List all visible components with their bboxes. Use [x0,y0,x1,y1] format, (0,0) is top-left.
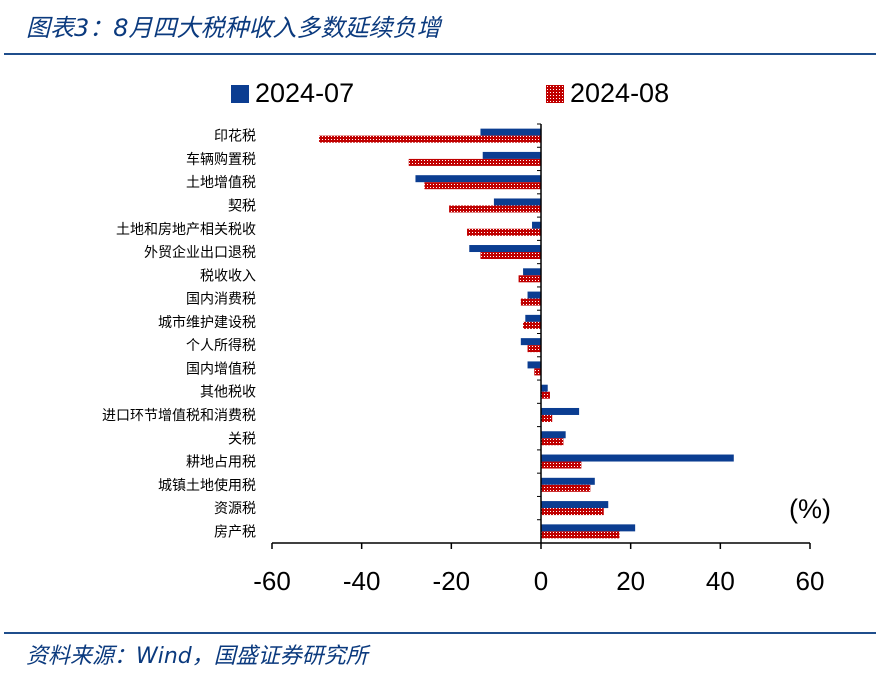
bar-series1-13 [541,431,566,439]
bar-series1-8 [525,314,541,322]
legend-label-series1: 2024-07 [255,78,355,108]
category-label: 城镇土地使用税 [158,477,256,494]
legend-label-series2: 2024-08 [570,78,670,108]
top-divider [4,53,876,55]
bar-series2-17 [541,531,620,539]
legend-item-series1: 2024-07 [231,78,354,109]
bar-series2-3 [449,205,541,213]
legend-item-series2: 2024-08 [546,78,669,109]
x-tick-label: 20 [616,566,645,596]
category-label: 城市维护建设税 [158,314,256,331]
bar-series1-3 [493,198,541,206]
bar-series1-4 [532,221,541,229]
bar-series1-9 [520,338,541,346]
bar-series1-16 [541,501,609,509]
category-label: 国内增值税 [186,361,256,377]
x-tick-label: -20 [433,566,471,596]
chart-title: 图表3：8月四大税种收入多数延续负增 [26,14,441,42]
category-label: 国内消费税 [186,292,256,308]
legend-swatch-series2 [546,84,564,103]
bar-series1-11 [541,384,548,392]
bar-series2-12 [541,414,553,422]
bar-series1-17 [541,524,636,532]
bar-series2-14 [541,461,582,469]
bar-series1-7 [527,291,541,299]
bar-series1-0 [480,128,541,136]
bar-series2-8 [523,321,541,329]
bar-series2-5 [480,252,541,260]
bar-series2-11 [541,391,550,399]
bar-series1-6 [523,268,541,276]
bar-series1-2 [415,175,541,183]
category-label: 土地和房地产相关税收 [116,222,256,238]
bar-series2-16 [541,508,604,516]
category-label: 印花税 [214,129,256,145]
category-label: 契税 [228,198,256,214]
bar-series1-12 [541,407,580,415]
bar-series1-15 [541,477,595,485]
bar-series2-9 [527,345,541,353]
bottom-divider [4,632,876,634]
bar-series2-6 [518,275,541,283]
category-label: 关税 [228,431,256,447]
category-label: 其他税收 [200,385,256,401]
bar-series2-0 [319,135,541,143]
x-tick-label: -40 [343,566,381,596]
bar-series2-4 [467,228,541,236]
category-label: 房产税 [214,524,256,540]
bar-series1-5 [469,245,541,253]
category-label: 资源税 [214,501,256,517]
category-label: 个人所得税 [186,337,256,354]
bar-series2-10 [534,368,541,376]
bar-series2-1 [408,158,541,166]
category-label: 税收收入 [200,268,256,284]
x-tick-label: 40 [706,566,735,596]
category-label: 耕地占用税 [186,454,256,471]
x-tick-label: 0 [534,566,548,596]
category-label: 进口环节增值税和消费税 [102,408,256,424]
category-label: 土地增值税 [186,175,256,191]
bar-series1-10 [527,361,541,369]
bar-series1-14 [541,454,734,462]
category-label: 车辆购置税 [186,151,256,168]
source-note: 资料来源：Wind，国盛证券研究所 [26,644,368,669]
unit-label: (%) [789,494,831,524]
bar-series2-7 [520,298,541,306]
category-label: 外贸企业出口退税 [144,244,256,261]
x-tick-label: 60 [796,566,825,596]
bar-series2-2 [424,182,541,190]
x-tick-label: -60 [253,566,291,596]
bar-series1-1 [482,151,541,159]
legend-swatch-series1 [231,84,249,103]
bar-series2-15 [541,484,591,492]
bar-series2-13 [541,438,564,446]
